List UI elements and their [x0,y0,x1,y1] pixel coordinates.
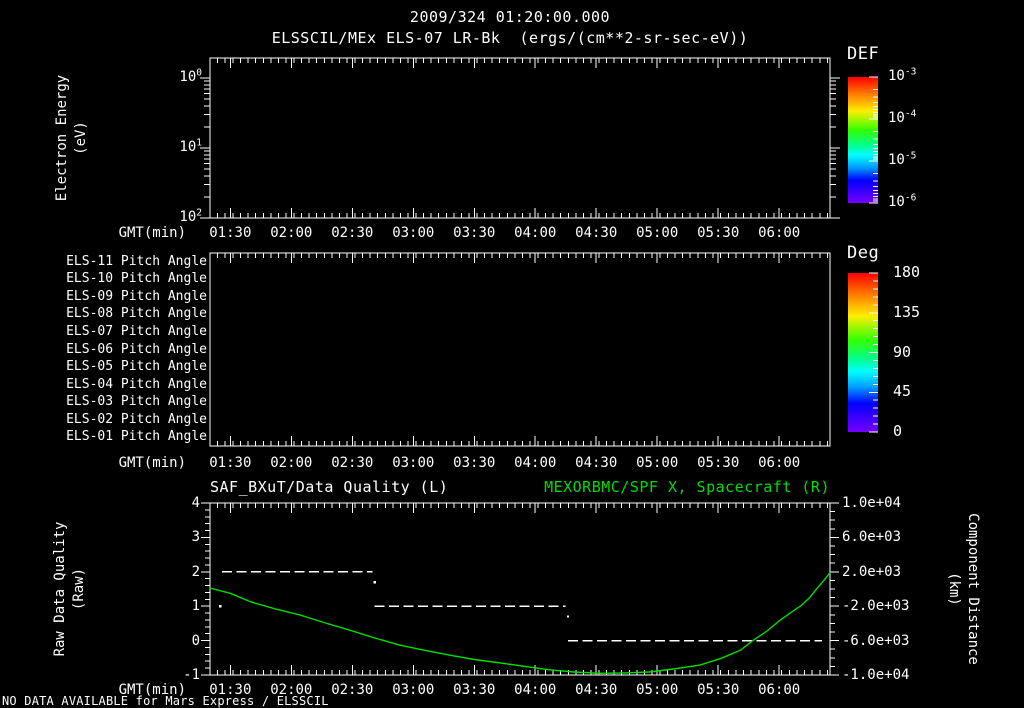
els-row-label: ELS-07 Pitch Angle [66,323,207,339]
x-tick-label-energy: 03:00 [392,225,435,241]
x-tick-label-energy: 05:00 [636,225,679,241]
distance-ytick-label: 1.0e+04 [842,495,902,511]
def-colorbar-title: DEF [847,44,880,64]
x-tick-label-quality: 04:00 [514,682,557,698]
x-tick-label-quality: 05:00 [636,682,679,698]
quality-ytick-label: 3 [191,529,200,546]
x-tick-label-quality: 04:30 [575,682,618,698]
pitch-panel-frame [209,252,831,447]
x-tick-label-pitch: 04:00 [514,455,557,471]
raw-quality-axis-label-line2: (Raw) [71,567,87,611]
spacecraft-distance-curve [209,572,831,674]
energy-ytick-label: 101 [179,137,202,155]
energy-ytick-label: 100 [179,67,202,85]
x-tick-label-pitch: 03:30 [453,455,496,471]
x-tick-label-quality: 03:00 [392,682,435,698]
deg-tick-label: 135 [893,302,921,321]
gmt-axis-label-energy: GMT(min) [118,225,186,241]
quality-transition-dot [373,581,376,584]
quality-ytick-label: 0 [191,632,200,649]
gmt-axis-label-pitch: GMT(min) [118,455,186,471]
x-tick-label-quality: 06:00 [758,682,801,698]
def-tick-label: 10-3 [888,66,917,84]
energy-ytick-label: 102 [179,207,202,225]
deg-tick-label: 180 [893,263,921,281]
x-tick-label-pitch: 03:00 [392,455,435,471]
els-row-label: ELS-11 Pitch Angle [66,253,207,269]
quality-panel-left-title: SAF_BXuT/Data Quality (L) [210,478,449,496]
component-distance-axis-label: Component Distance (km) [944,513,982,665]
energy-panel-frame [209,57,831,219]
x-tick-label-pitch: 05:30 [697,455,740,471]
els-row-label: ELS-06 Pitch Angle [66,341,207,357]
x-tick-label-energy: 04:30 [575,225,618,241]
els-row-label: ELS-01 Pitch Angle [66,429,207,445]
x-tick-label-pitch: 05:00 [636,455,679,471]
deg-colorbar-title: Deg [847,243,880,263]
component-distance-axis-label-line2: (km) [946,572,962,606]
x-tick-label-quality: 02:00 [270,682,313,698]
x-tick-label-energy: 03:30 [453,225,496,241]
els-row-label: ELS-08 Pitch Angle [66,306,207,322]
els-row-label: ELS-03 Pitch Angle [66,394,207,410]
electron-energy-axis-label-line1: Electron Energy [54,74,70,202]
gmt-axis-label-quality: GMT(min) [118,682,186,698]
x-tick-label-quality: 05:30 [697,682,740,698]
x-tick-label-quality: 01:30 [209,682,252,698]
distance-ytick-label: -2.0e+03 [842,598,910,615]
quality-ytick-label: 4 [191,495,200,511]
def-colorbar-gradient [848,77,878,203]
els-row-label: ELS-02 Pitch Angle [66,411,207,427]
quality-transition-dot [566,615,569,618]
raw-quality-axis-label-line1: Raw Data Quality [52,521,68,657]
no-data-banner: NO DATA AVAILABLE for Mars Express / ELS… [2,694,329,708]
distance-ytick-label: 6.0e+03 [842,529,902,546]
electron-energy-axis-label-line2: (eV) [73,121,89,155]
x-tick-label-pitch: 02:30 [331,455,374,471]
x-tick-label-energy: 06:00 [758,225,801,241]
quality-ytick-label: 2 [191,563,200,580]
x-tick-label-energy: 01:30 [209,225,252,241]
x-tick-label-energy: 02:00 [270,225,313,241]
distance-ytick-label: 2.0e+03 [842,563,902,580]
plot-title-instrument: ELSSCIL/MEx ELS-07 LR-Bk (ergs/(cm**2-sr… [271,29,749,47]
quality-ytick-label: -1 [183,667,200,683]
distance-ytick-label: -1.0e+04 [842,667,910,683]
deg-tick-label: 90 [893,342,912,361]
x-tick-label-energy: 02:30 [331,225,374,241]
raw-quality-axis-label: Raw Data Quality (Raw) [51,522,89,657]
distance-ytick-label: -6.0e+03 [842,632,910,649]
def-tick-label: 10-4 [888,108,917,126]
component-distance-axis-label-line1: Component Distance [965,513,981,665]
x-tick-label-quality: 02:30 [331,682,374,698]
els-row-label: ELS-05 Pitch Angle [66,359,207,375]
quality-panel-frame [209,502,831,676]
x-tick-label-pitch: 06:00 [758,455,801,471]
els-row-label: ELS-09 Pitch Angle [66,288,207,304]
deg-tick-label: 0 [893,422,903,440]
x-tick-label-energy: 04:00 [514,225,557,241]
quality-panel-right-title: MEXORBMC/SPF X, Spacecraft (R) [544,478,830,496]
x-tick-label-pitch: 01:30 [209,455,252,471]
els-row-label: ELS-10 Pitch Angle [66,271,207,287]
plot-title-datetime: 2009/324 01:20:00.000 [409,8,611,26]
x-tick-label-pitch: 02:00 [270,455,313,471]
def-tick-label: 10-5 [888,150,917,168]
electron-energy-axis-label: Electron Energy (eV) [53,75,91,201]
x-tick-label-quality: 03:30 [453,682,496,698]
els-row-label: ELS-04 Pitch Angle [66,376,207,392]
x-tick-label-pitch: 04:30 [575,455,618,471]
quality-transition-dot [219,605,222,608]
deg-tick-label: 45 [893,382,912,401]
quality-ytick-label: 1 [191,598,200,615]
x-tick-label-energy: 05:30 [697,225,740,241]
def-tick-label: 10-6 [888,192,917,210]
